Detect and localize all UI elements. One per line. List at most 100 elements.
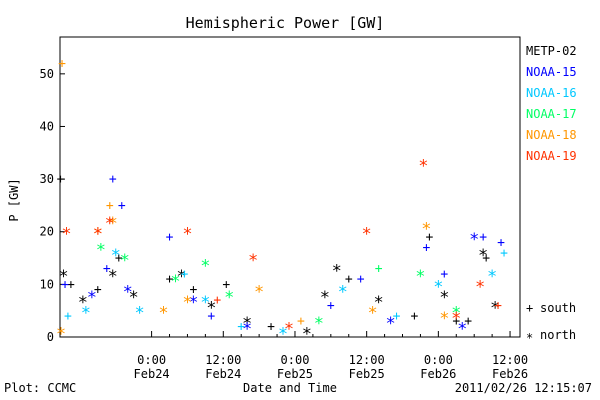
data-point-marker: + bbox=[327, 298, 335, 313]
data-point-marker: * bbox=[302, 325, 312, 345]
x-tick-label-date: Feb26 bbox=[492, 367, 528, 381]
data-point-marker: * bbox=[129, 288, 139, 308]
data-point-marker: * bbox=[111, 246, 121, 266]
legend-entry: METP-02 bbox=[526, 44, 577, 58]
data-point-marker: * bbox=[415, 267, 425, 287]
x-axis: 0:00Feb2412:00Feb240:00Feb2512:00Feb250:… bbox=[134, 331, 528, 381]
data-point-marker: * bbox=[58, 267, 68, 287]
data-point-marker: * bbox=[385, 314, 395, 334]
data-point-marker: * bbox=[120, 251, 130, 271]
data-point-marker: * bbox=[56, 325, 66, 345]
footer-plot-credit: Plot: CCMC bbox=[4, 381, 76, 395]
data-point-marker: + bbox=[190, 283, 198, 298]
data-point-marker: * bbox=[81, 304, 91, 324]
chart-title: Hemispheric Power [GW] bbox=[186, 14, 385, 32]
data-point-marker: * bbox=[135, 304, 145, 324]
data-point-marker: + bbox=[64, 309, 72, 324]
data-point-marker: * bbox=[224, 288, 234, 308]
data-point-marker: * bbox=[278, 325, 288, 345]
plot-frame bbox=[59, 36, 521, 338]
data-point-marker: + bbox=[118, 198, 126, 213]
marker-legend-label: north bbox=[540, 328, 576, 342]
marker-legend: + south * north bbox=[526, 301, 576, 345]
data-point-marker: * bbox=[123, 283, 133, 303]
data-point-marker: + bbox=[375, 262, 383, 277]
data-point-marker: * bbox=[338, 283, 348, 303]
data-point-marker: * bbox=[314, 314, 324, 334]
legend-entry: NOAA-18 bbox=[526, 128, 577, 142]
x-tick-label-date: Feb25 bbox=[277, 367, 313, 381]
data-point-marker: + bbox=[237, 319, 245, 334]
data-point-marker: + bbox=[422, 241, 430, 256]
y-axis: 0 10 20 30 40 50 bbox=[40, 67, 65, 344]
data-point-marker: + bbox=[452, 314, 460, 329]
legend-entry: NOAA-19 bbox=[526, 149, 577, 163]
x-tick-label-time: 0:00 bbox=[137, 353, 166, 367]
data-point-marker: + bbox=[494, 298, 502, 313]
y-tick-label: 30 bbox=[40, 172, 54, 186]
data-points: +*+*+*+*+ *+*+* + *** +*++*+ +*+*+*+++*+*+*++… bbox=[56, 56, 508, 344]
data-point-marker: + bbox=[103, 262, 111, 277]
data-point-marker: * bbox=[487, 267, 497, 287]
data-point-marker: * bbox=[475, 277, 485, 297]
data-point-marker: + bbox=[222, 277, 230, 292]
legend-entry: NOAA-15 bbox=[526, 65, 577, 79]
legend-entry: NOAA-16 bbox=[526, 86, 577, 100]
data-point-marker: * bbox=[421, 219, 431, 239]
data-point-marker: * bbox=[457, 319, 467, 339]
data-point-marker: + bbox=[166, 230, 174, 245]
x-tick-label-time: 12:00 bbox=[349, 353, 385, 367]
data-point-marker: + bbox=[497, 235, 505, 250]
x-tick-label-date: Feb24 bbox=[134, 367, 170, 381]
data-point-marker: * bbox=[188, 293, 198, 313]
data-point-marker: * bbox=[451, 309, 461, 329]
data-point-marker: * bbox=[439, 309, 449, 329]
data-point-marker: + bbox=[109, 172, 117, 187]
data-point-marker: + bbox=[411, 309, 419, 324]
data-point-marker: * bbox=[418, 156, 428, 176]
data-point-marker: * bbox=[61, 225, 71, 245]
x-tick-label-date: Feb26 bbox=[420, 367, 456, 381]
data-point-marker: + bbox=[57, 172, 65, 187]
x-tick-label-time: 0:00 bbox=[281, 353, 310, 367]
data-point-marker: * bbox=[105, 214, 115, 234]
data-point-marker: * bbox=[170, 272, 180, 292]
data-point-marker: * bbox=[108, 214, 118, 234]
footer-timestamp: 2011/02/26 12:15:07 bbox=[455, 381, 592, 395]
data-point-marker: * bbox=[87, 288, 97, 308]
data-point-marker: * bbox=[93, 225, 103, 245]
data-point-marker: + bbox=[61, 277, 69, 292]
x-tick-label-time: 12:00 bbox=[205, 353, 241, 367]
data-point-marker: * bbox=[368, 304, 378, 324]
data-point-marker: * bbox=[93, 225, 103, 245]
data-point-marker: * bbox=[78, 293, 88, 313]
data-point-marker: * bbox=[200, 256, 210, 276]
data-point-marker: * bbox=[373, 293, 383, 313]
data-point-marker: * bbox=[254, 283, 264, 303]
data-point-marker: + bbox=[267, 319, 275, 334]
legend: METP-02 NOAA-15 NOAA-16 NOAA-17 NOAA-18 NOAA-… bbox=[526, 44, 577, 163]
data-point-marker: * bbox=[478, 246, 488, 266]
data-point-marker: + bbox=[479, 230, 487, 245]
y-tick-label: 20 bbox=[40, 225, 54, 239]
data-point-marker: * bbox=[242, 319, 252, 339]
marker-legend-label: south bbox=[540, 301, 576, 315]
data-point-marker: + bbox=[297, 314, 305, 329]
data-point-marker: + bbox=[58, 56, 66, 71]
data-point-marker: + bbox=[106, 198, 114, 213]
data-point-marker: * bbox=[284, 319, 294, 339]
data-point-marker: * bbox=[490, 298, 500, 318]
marker-legend-symbol: + bbox=[526, 301, 533, 315]
data-point-marker: * bbox=[433, 277, 443, 297]
data-point-marker: + bbox=[500, 246, 508, 261]
data-point-marker: * bbox=[320, 288, 330, 308]
data-point-marker: * bbox=[96, 241, 106, 261]
data-point-marker: * bbox=[332, 262, 342, 282]
data-point-marker: + bbox=[357, 272, 365, 287]
data-point-marker: + bbox=[115, 251, 123, 266]
data-point-marker: + bbox=[440, 267, 448, 282]
data-point-marker: * bbox=[108, 267, 118, 287]
marker-legend-symbol: * bbox=[526, 331, 533, 345]
data-point-marker: * bbox=[182, 225, 192, 245]
